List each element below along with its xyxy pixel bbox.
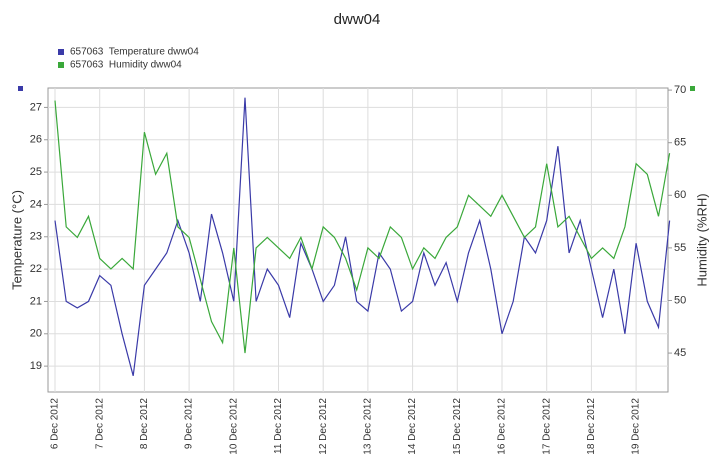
legend-label: 657063 Temperature dww04 <box>70 47 199 58</box>
y2-axis-marker <box>690 86 695 91</box>
x-tick-label: 12 Dec 2012 <box>318 398 329 455</box>
y-tick-label: 19 <box>30 360 42 372</box>
x-tick-label: 17 Dec 2012 <box>541 398 552 455</box>
plot-frame <box>47 87 669 393</box>
y2-axis-title: Humidity (%RH) <box>694 193 709 286</box>
y2-tick-label: 65 <box>674 137 686 149</box>
x-tick-label: 13 Dec 2012 <box>363 398 374 455</box>
legend-swatch <box>58 49 64 55</box>
data-line <box>54 100 671 354</box>
y2-tick-label: 60 <box>674 189 686 201</box>
x-tick-label: 14 Dec 2012 <box>407 398 418 455</box>
legend-label: 657063 Humidity dww04 <box>70 60 182 71</box>
y2-tick-label: 70 <box>674 84 686 96</box>
x-tick-label: 10 Dec 2012 <box>228 398 239 455</box>
x-tick-label: 9 Dec 2012 <box>184 398 195 450</box>
x-tick-label: 11 Dec 2012 <box>273 398 284 454</box>
y-tick-label: 22 <box>30 263 42 275</box>
y-tick-label: 23 <box>30 231 42 243</box>
x-tick-label: 7 Dec 2012 <box>94 398 105 450</box>
y-tick-label: 27 <box>30 101 42 113</box>
x-tick-label: 16 Dec 2012 <box>497 398 508 455</box>
y2-tick-label: 50 <box>674 294 686 306</box>
y-axis-title: Temperature (°C) <box>9 190 24 290</box>
y-tick-label: 25 <box>30 166 42 178</box>
legend-swatch <box>58 62 64 68</box>
y-tick-label: 21 <box>30 295 42 307</box>
y-tick-label: 24 <box>30 198 42 210</box>
x-tick-label: 6 Dec 2012 <box>50 398 61 450</box>
chart-title: dww04 <box>334 11 381 28</box>
y2-tick-label: 45 <box>674 347 686 359</box>
x-tick-label: 18 Dec 2012 <box>586 398 597 455</box>
y-axis-marker <box>18 86 23 91</box>
y-tick-label: 26 <box>30 134 42 146</box>
y-tick-label: 20 <box>30 328 42 340</box>
data-line <box>54 97 671 376</box>
x-tick-label: 8 Dec 2012 <box>139 398 150 450</box>
x-tick-label: 19 Dec 2012 <box>631 398 642 455</box>
x-tick-label: 15 Dec 2012 <box>452 398 463 455</box>
y2-tick-label: 55 <box>674 242 686 254</box>
